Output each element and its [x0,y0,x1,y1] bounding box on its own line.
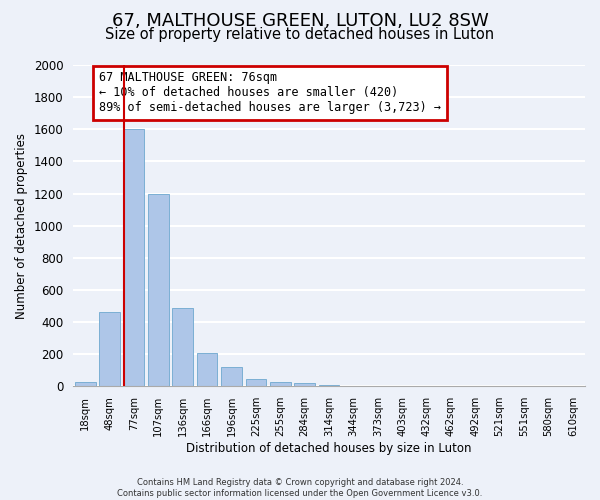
Bar [99,312,120,386]
Y-axis label: Number of detached properties: Number of detached properties [15,132,28,318]
Bar [270,382,290,386]
Bar [124,130,145,386]
Bar [245,379,266,386]
Bar [197,352,217,386]
Bar [75,382,95,386]
Text: 67 MALTHOUSE GREEN: 76sqm
← 10% of detached houses are smaller (420)
89% of semi: 67 MALTHOUSE GREEN: 76sqm ← 10% of detac… [98,72,440,114]
Text: Contains HM Land Registry data © Crown copyright and database right 2024.
Contai: Contains HM Land Registry data © Crown c… [118,478,482,498]
Text: 67, MALTHOUSE GREEN, LUTON, LU2 8SW: 67, MALTHOUSE GREEN, LUTON, LU2 8SW [112,12,488,30]
Bar [148,194,169,386]
Text: Size of property relative to detached houses in Luton: Size of property relative to detached ho… [106,28,494,42]
Bar [294,384,315,386]
Bar [221,367,242,386]
Bar [172,308,193,386]
Bar [319,385,340,386]
X-axis label: Distribution of detached houses by size in Luton: Distribution of detached houses by size … [186,442,472,455]
